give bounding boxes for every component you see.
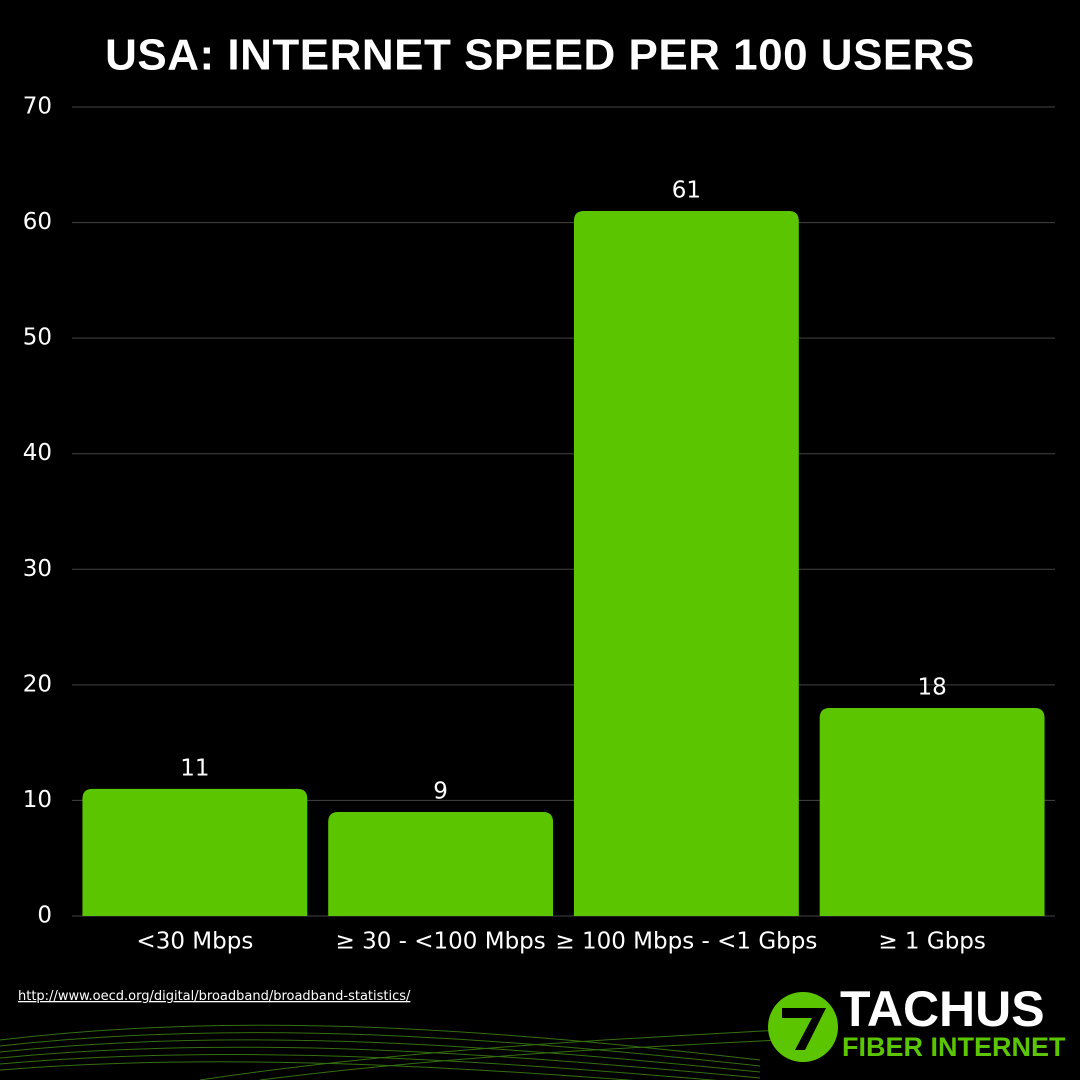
data-label: 9 <box>433 778 448 804</box>
logo-seven <box>782 1008 826 1050</box>
y-tick-label: 60 <box>23 209 52 235</box>
bar <box>82 788 308 916</box>
x-tick-label: ≥ 100 Mbps - <1 Gbps <box>555 929 817 955</box>
y-tick-label: 50 <box>23 325 52 351</box>
x-tick-label: ≥ 1 Gbps <box>878 929 986 955</box>
source-link[interactable]: http://www.oecd.org/digital/broadband/br… <box>18 989 411 1004</box>
bar <box>328 811 554 916</box>
y-tick-label: 40 <box>23 440 52 466</box>
logo: TACHUS FIBER INTERNET <box>768 981 1066 1062</box>
bar <box>819 707 1045 916</box>
data-label: 11 <box>180 755 209 781</box>
logo-icon <box>768 992 838 1062</box>
y-tick-label: 10 <box>23 787 52 813</box>
y-tick-label: 0 <box>37 903 52 929</box>
x-tick-label: <30 Mbps <box>136 929 253 955</box>
decorative-waves <box>0 1024 781 1080</box>
y-tick-label: 70 <box>23 94 52 120</box>
x-tick-label: ≥ 30 - <100 Mbps <box>335 929 545 955</box>
y-tick-label: 30 <box>23 556 52 582</box>
data-label: 18 <box>917 674 946 700</box>
logo-tagline: FIBER INTERNET <box>842 1032 1066 1062</box>
bar <box>573 211 799 916</box>
data-label: 61 <box>672 178 701 204</box>
logo-name: TACHUS <box>840 981 1045 1037</box>
y-tick-label: 20 <box>23 671 52 697</box>
chart-title: USA: INTERNET SPEED PER 100 USERS <box>105 31 975 80</box>
